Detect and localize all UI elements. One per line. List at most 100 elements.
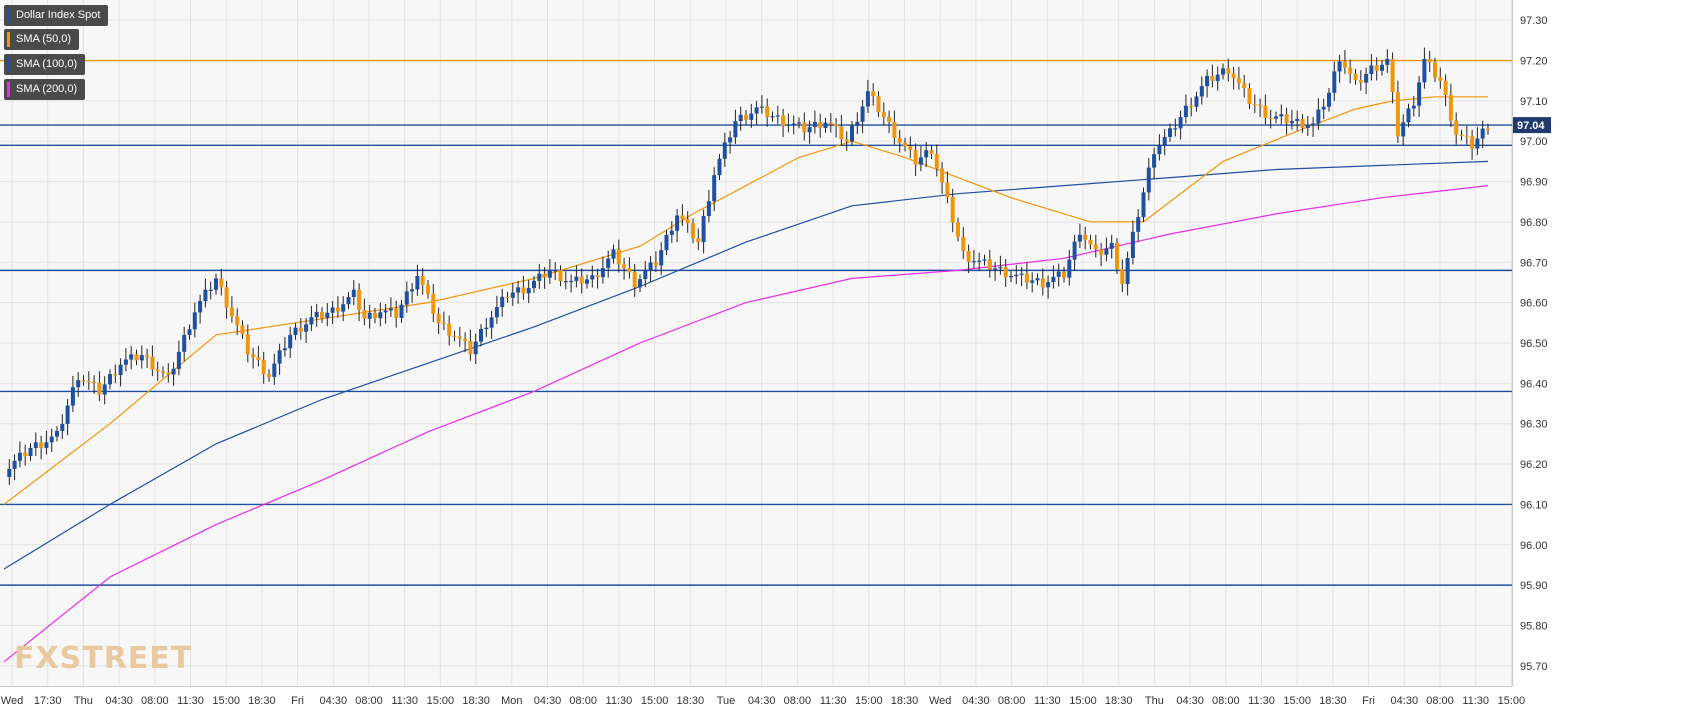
candle-body [1395,92,1400,137]
candle-body [1046,282,1051,288]
x-tick-label: 04:30 [748,695,776,707]
candle-body [823,122,828,128]
candle-body [839,126,844,140]
candle-body [733,121,738,138]
candle-body [632,272,637,288]
legend-label: SMA (200,0) [16,83,78,95]
candle-body [49,436,54,443]
candle-body [1358,79,1363,83]
candle-body [918,157,923,165]
legend-item[interactable]: Dollar Index Spot [4,5,109,26]
candle-body [1152,154,1157,168]
candle-body [192,312,197,330]
x-tick-label: 18:30 [1319,695,1347,707]
candle-body [182,334,187,352]
x-tick-label: 08:00 [1212,695,1240,707]
y-tick-label: 95.70 [1520,661,1548,673]
candle-body [1353,73,1358,80]
candle-body [834,124,839,127]
candle-body [1030,280,1035,283]
candle-body [1236,78,1241,84]
candle-body [1231,73,1236,79]
candle-body [33,442,38,448]
y-tick-label: 97.30 [1520,15,1548,27]
legend-item[interactable]: SMA (50,0) [4,29,80,50]
candle-body [214,278,218,290]
candle-body [1443,80,1448,95]
candle-body [479,329,483,342]
candle-body [1125,257,1130,285]
candle-body [653,262,658,266]
x-tick-label: 11:30 [1462,695,1489,707]
candle-body [44,442,49,448]
candle-body [532,280,536,289]
candle-body [1342,61,1347,68]
candle-body [924,150,929,158]
candle-body [590,275,595,280]
x-tick-label: 08:00 [141,695,169,707]
x-tick-label: 04:30 [962,695,990,707]
candle-body [913,149,918,165]
candle-body [367,312,372,319]
candle-body [145,355,150,357]
candle-body [320,311,324,318]
candle-body [759,106,764,108]
candle-body [950,196,955,223]
x-tick-label: 11:30 [1248,695,1275,707]
candle-body [81,380,86,382]
x-tick-label: 18:30 [248,695,276,707]
candle-body [314,311,319,318]
candle-body [993,268,998,270]
candle-body [563,281,568,283]
candle-body [1316,109,1321,124]
candle-body [139,355,144,361]
x-tick-label: Wed [1,695,23,707]
candle-body [892,121,897,139]
candle-body [929,150,934,155]
candle-body [744,114,748,120]
candle-body [1120,269,1125,285]
candle-body [1115,242,1119,270]
x-tick-label: 15:00 [212,695,240,707]
y-tick-label: 97.00 [1520,136,1548,148]
candle-body [1072,241,1077,260]
candle-body [1040,278,1045,288]
candle-body [224,287,229,308]
candle-body [807,127,812,133]
candle-body [436,313,441,323]
candle-body [203,289,208,302]
candle-body [1459,134,1464,136]
candle-body [558,270,563,282]
candle-body [865,91,870,107]
x-tick-label: 15:00 [1283,695,1311,707]
legend-item[interactable]: SMA (200,0) [4,79,86,100]
x-tick-label: Fri [291,695,304,707]
candle-body [1406,108,1411,123]
legend-swatch [7,32,10,47]
candle-body [113,374,118,376]
candle-body [494,307,499,318]
candle-body [1024,273,1029,283]
x-tick-label: 04:30 [534,695,562,707]
candle-body [638,279,642,288]
candle-body [1205,75,1210,87]
candle-body [574,276,579,281]
candle-body [526,288,531,294]
candle-body [1247,87,1252,105]
candle-body [394,308,399,318]
candle-body [903,142,907,147]
candle-body [282,348,287,351]
candle-body [728,137,733,143]
candle-body [155,369,160,372]
candle-body [1332,71,1337,93]
candle-body [855,121,860,126]
candle-body [1083,234,1088,240]
candle-body [1226,68,1231,74]
candle-body [219,278,224,288]
candle-body [1464,135,1469,137]
legend-item[interactable]: SMA (100,0) [4,54,86,75]
candle-body [659,250,664,266]
x-tick-label: 18:30 [1105,695,1133,707]
